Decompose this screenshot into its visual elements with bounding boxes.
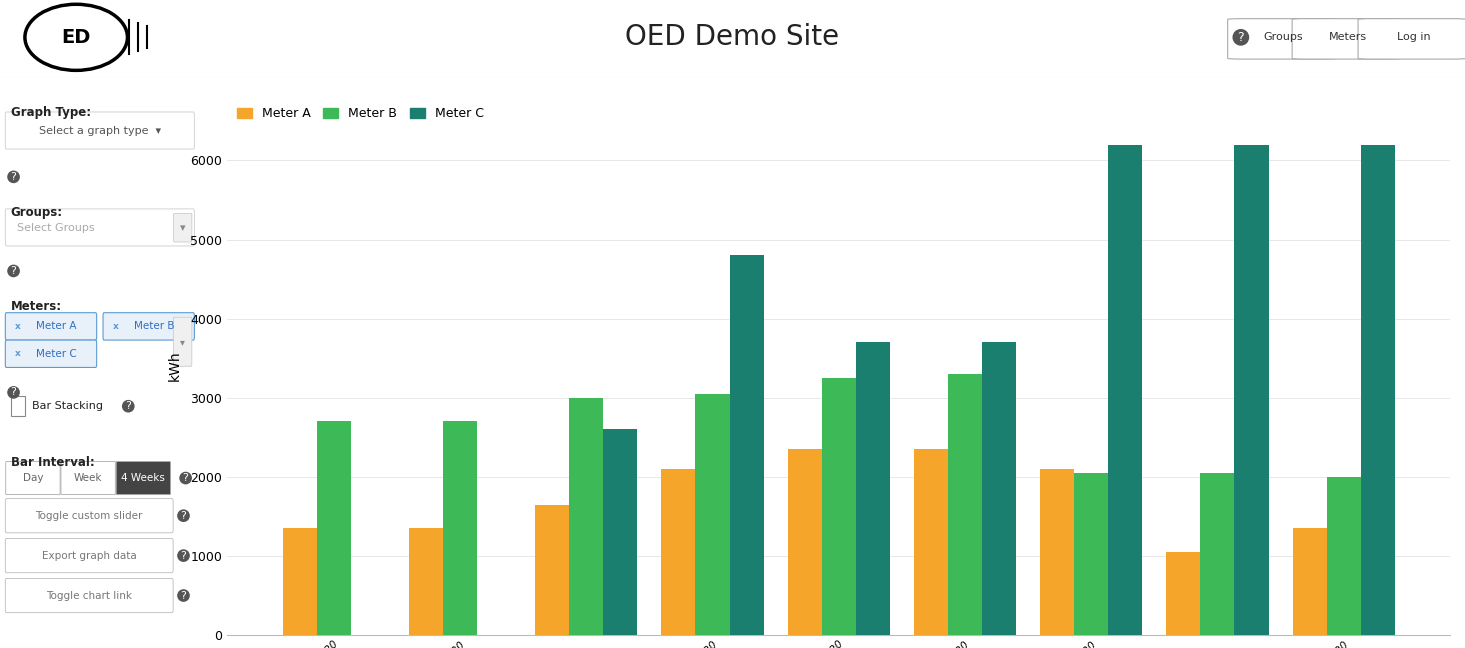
FancyBboxPatch shape [173,213,192,242]
Bar [283,528,316,635]
Text: OED Demo Site: OED Demo Site [626,23,839,51]
FancyBboxPatch shape [62,461,116,494]
Text: ?: ? [10,172,16,182]
Text: Meters:: Meters: [10,300,62,313]
Text: Select a graph type  ▾: Select a graph type ▾ [38,126,161,135]
Text: Log in: Log in [1398,32,1430,42]
Text: Meters: Meters [1329,32,1367,42]
FancyBboxPatch shape [1228,19,1336,59]
Y-axis label: kWh: kWh [168,351,182,382]
Bar [604,430,637,635]
Text: ED: ED [62,28,91,47]
Text: ?: ? [10,266,16,276]
Bar [409,528,442,635]
FancyBboxPatch shape [6,579,173,612]
Bar [1361,145,1395,635]
Text: x: x [15,349,21,358]
Bar [1200,473,1235,635]
Text: Bar Stacking: Bar Stacking [32,401,103,411]
FancyBboxPatch shape [1292,19,1401,59]
Bar [1235,145,1269,635]
FancyBboxPatch shape [116,461,170,494]
Bar [1108,145,1143,635]
Text: ▾: ▾ [180,223,186,233]
Bar [730,255,763,635]
Bar [535,505,570,635]
Text: Groups:: Groups: [10,206,63,219]
Bar [570,398,604,635]
Text: Meter B: Meter B [133,321,174,331]
Bar [1074,473,1108,635]
Bar [696,394,730,635]
Text: x: x [15,322,21,331]
Text: Meter A: Meter A [37,321,76,331]
Bar [856,342,889,635]
Legend: Meter A, Meter B, Meter C: Meter A, Meter B, Meter C [233,104,488,124]
Text: ?: ? [10,388,16,397]
FancyBboxPatch shape [173,318,192,366]
Text: Toggle custom slider: Toggle custom slider [35,511,144,521]
Bar [982,342,1017,635]
Bar [914,449,948,635]
Bar [1040,469,1074,635]
Text: Week: Week [73,473,103,483]
Text: ?: ? [126,401,132,411]
Bar [316,421,350,635]
Bar [1327,477,1361,635]
Text: Toggle chart link: Toggle chart link [47,590,132,601]
Text: ?: ? [180,590,186,601]
FancyBboxPatch shape [1358,19,1465,59]
Bar [661,469,696,635]
Text: ?: ? [183,473,189,483]
FancyBboxPatch shape [6,461,60,494]
FancyBboxPatch shape [6,538,173,573]
Text: Select Groups: Select Groups [18,223,95,233]
Text: ?: ? [180,511,186,521]
Bar [1166,552,1200,635]
Text: Meter C: Meter C [37,349,76,359]
Text: x: x [113,322,119,331]
Bar [442,421,478,635]
Text: ?: ? [1238,31,1244,44]
Text: ▾: ▾ [180,337,185,347]
Text: 4 Weeks: 4 Weeks [122,473,166,483]
Text: Day: Day [22,473,42,483]
FancyBboxPatch shape [6,340,97,367]
Bar [10,396,25,416]
Text: Bar Interval:: Bar Interval: [10,456,94,469]
Bar [788,449,822,635]
Text: Groups: Groups [1263,32,1304,42]
Bar [948,374,982,635]
FancyBboxPatch shape [6,112,195,149]
FancyBboxPatch shape [6,498,173,533]
Text: ?: ? [180,551,186,561]
Text: Export graph data: Export graph data [42,551,136,561]
FancyBboxPatch shape [6,313,97,340]
Bar [822,378,856,635]
FancyBboxPatch shape [103,313,195,340]
Bar [1292,528,1327,635]
Text: Graph Type:: Graph Type: [10,106,91,119]
FancyBboxPatch shape [6,209,195,246]
